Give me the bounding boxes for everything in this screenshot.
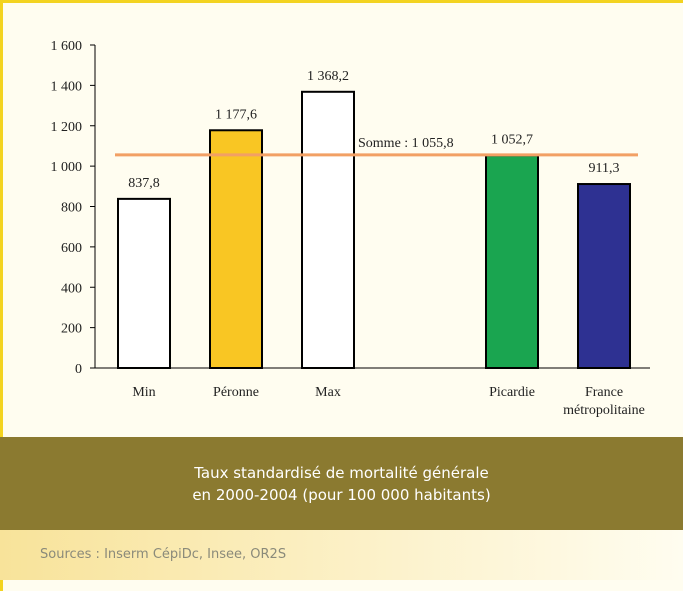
y-tick-label: 1 600 <box>51 39 83 54</box>
bar <box>577 183 631 369</box>
bar <box>301 90 355 370</box>
caption-line: en 2000-2004 (pour 100 000 habitants) <box>192 485 491 504</box>
y-tick-label: 200 <box>61 322 82 337</box>
caption: Taux standardisé de mortalité générale e… <box>0 437 683 530</box>
value-label: 837,8 <box>128 176 160 191</box>
caption-line: Taux standardisé de mortalité générale <box>194 463 489 482</box>
y-tick-label: 800 <box>61 201 82 216</box>
x-tick-label: Picardie <box>489 385 535 400</box>
y-tick-label: 0 <box>75 362 82 377</box>
bar <box>117 197 171 369</box>
sources: Sources : Inserm CépiDc, Insee, OR2S <box>0 530 683 580</box>
bar <box>485 154 539 369</box>
y-tick-label: 400 <box>61 281 82 296</box>
y-tick-label: 1 400 <box>51 79 83 94</box>
x-tick-label: Min <box>132 385 156 400</box>
reference-label: Somme : 1 055,8 <box>358 136 454 151</box>
chart: 0 200 400 600 800 1 000 1 200 1 400 1 600 837,8 1 … <box>51 39 650 377</box>
y-tick-label: 1 200 <box>51 120 83 135</box>
value-label: 1 052,7 <box>491 132 533 147</box>
y-tick-label: 600 <box>61 241 82 256</box>
value-label: 911,3 <box>589 161 620 176</box>
value-label: 1 177,6 <box>215 107 257 122</box>
value-label: 1 368,2 <box>307 69 349 84</box>
bar <box>209 129 263 369</box>
x-tick-label: France métropolitaine <box>563 385 645 418</box>
y-tick-label: 1 000 <box>51 160 83 175</box>
x-tick-label: Max <box>315 385 341 400</box>
x-tick-label: Péronne <box>213 385 259 400</box>
